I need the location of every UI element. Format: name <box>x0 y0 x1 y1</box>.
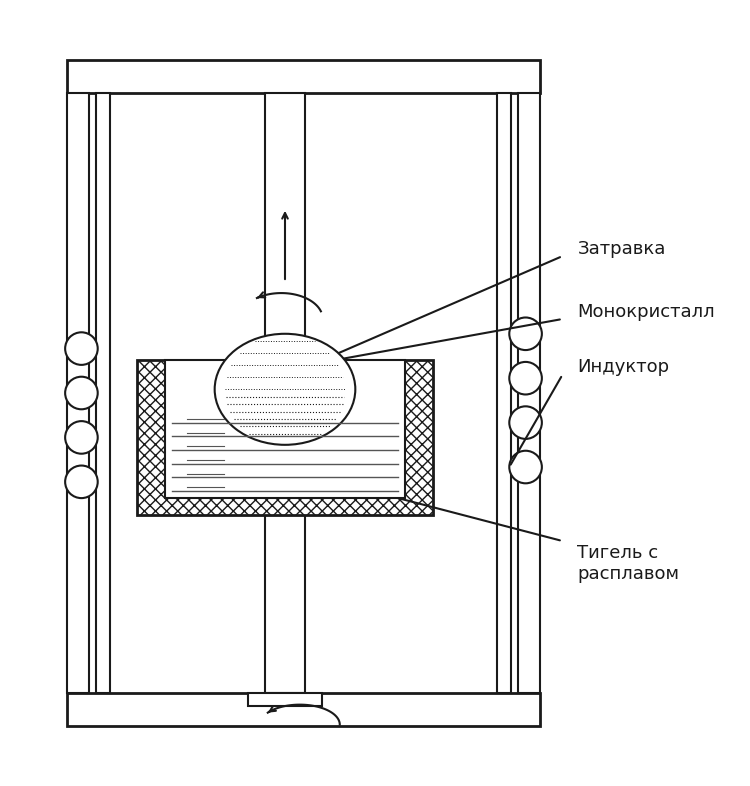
Bar <box>67 94 88 692</box>
Circle shape <box>65 465 98 498</box>
Bar <box>67 60 541 94</box>
Text: Индуктор: Индуктор <box>578 358 670 376</box>
Bar <box>265 360 305 386</box>
Ellipse shape <box>214 334 356 445</box>
Text: Затравка: Затравка <box>578 240 666 258</box>
Bar <box>96 94 109 692</box>
Bar <box>248 692 322 706</box>
Bar <box>265 515 305 692</box>
Bar <box>137 360 433 515</box>
Circle shape <box>509 450 542 483</box>
Circle shape <box>509 362 542 395</box>
Bar <box>165 360 405 498</box>
Circle shape <box>65 421 98 454</box>
Circle shape <box>509 406 542 439</box>
Bar <box>497 94 511 692</box>
Circle shape <box>65 332 98 365</box>
Text: Тигель с
расплавом: Тигель с расплавом <box>578 544 680 582</box>
Bar <box>67 692 541 726</box>
Circle shape <box>509 318 542 350</box>
Bar <box>265 94 305 360</box>
Bar <box>518 94 541 692</box>
Text: Монокристалл: Монокристалл <box>578 303 715 321</box>
Circle shape <box>65 376 98 410</box>
